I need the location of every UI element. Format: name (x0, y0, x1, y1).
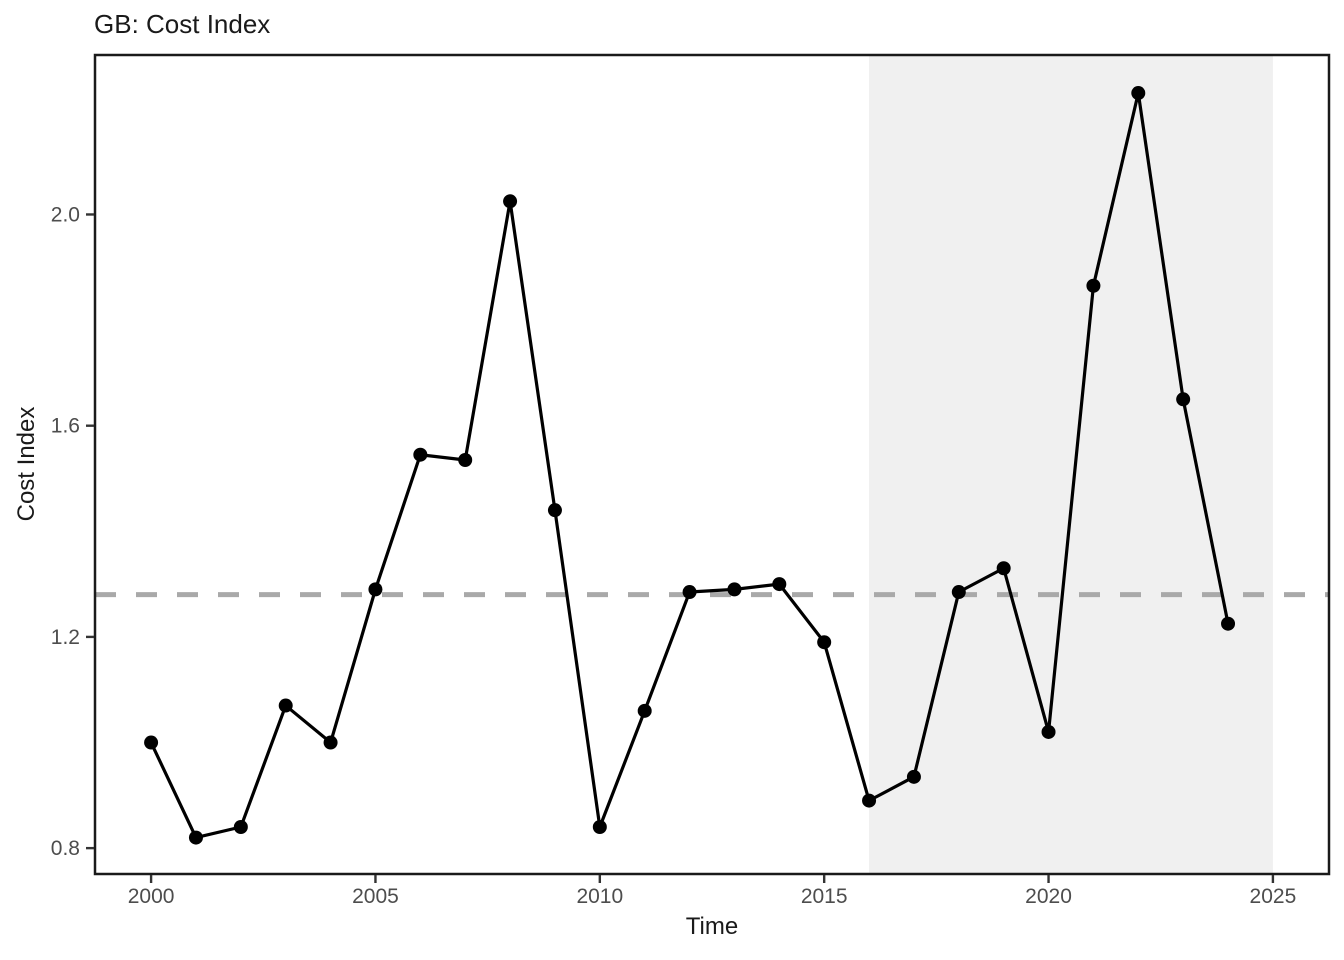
shaded-region (869, 55, 1273, 874)
data-point (278, 698, 293, 713)
data-point (817, 635, 832, 650)
y-tick-label: 2.0 (51, 203, 80, 226)
y-tick-label: 1.2 (51, 626, 80, 649)
data-point (1221, 616, 1236, 631)
data-point (323, 735, 338, 750)
y-tick-label: 0.8 (51, 837, 80, 860)
y-axis-title: Cost Index (13, 406, 40, 522)
data-point (637, 703, 652, 718)
x-tick-label: 2010 (576, 885, 623, 908)
data-point (144, 735, 159, 750)
data-point (951, 585, 966, 600)
data-point (727, 582, 742, 597)
data-point (862, 793, 877, 808)
data-point (682, 585, 697, 600)
x-tick-label: 2025 (1250, 885, 1297, 908)
y-tick-label: 1.6 (51, 415, 80, 438)
data-point (1176, 392, 1191, 407)
data-point (233, 820, 248, 835)
data-point (592, 820, 607, 835)
data-point (413, 447, 428, 462)
x-tick-label: 2000 (128, 885, 175, 908)
data-point (188, 830, 203, 845)
data-point (458, 453, 473, 468)
data-point (772, 577, 787, 592)
data-point (1041, 724, 1056, 739)
data-point (1086, 278, 1101, 293)
x-tick-label: 2015 (801, 885, 848, 908)
data-point (1131, 86, 1146, 101)
data-point (906, 769, 921, 784)
x-tick-label: 2005 (352, 885, 399, 908)
x-tick-label: 2020 (1025, 885, 1072, 908)
panel-border (93, 53, 1331, 876)
data-point (547, 503, 562, 518)
data-point (996, 561, 1011, 576)
data-point (368, 582, 383, 597)
x-axis-title: Time (685, 913, 739, 940)
plot-title: GB: Cost Index (94, 9, 271, 39)
data-point (503, 194, 518, 209)
